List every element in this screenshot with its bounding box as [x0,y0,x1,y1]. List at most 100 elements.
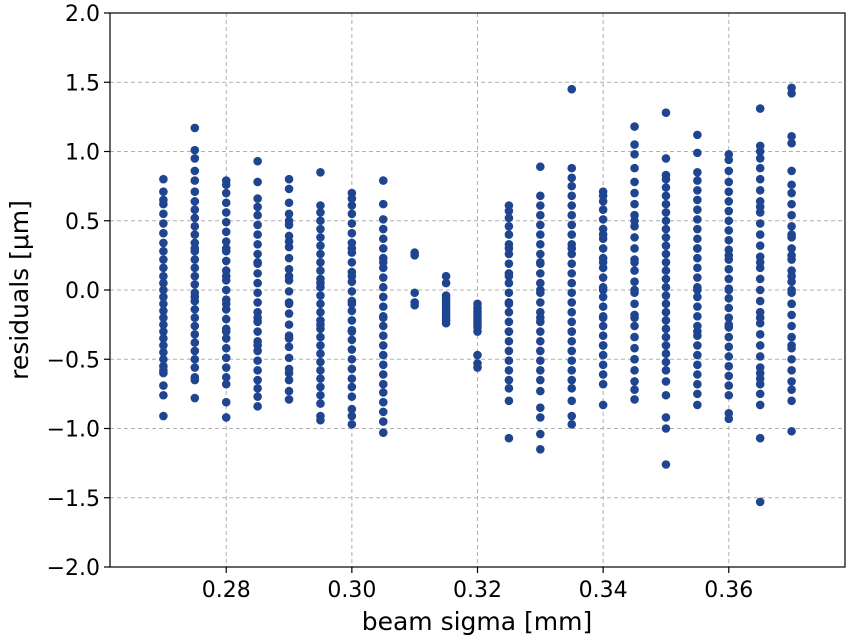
data-point [630,285,639,295]
data-point [536,444,545,454]
data-point [598,341,608,350]
data-point [787,244,796,253]
data-point [190,393,200,403]
data-point [661,241,671,250]
data-point [755,497,765,507]
data-point [284,184,294,194]
data-point [755,104,765,113]
data-point [724,216,734,226]
data-point [284,253,294,263]
data-point [504,396,514,406]
x-axis-ticks: 0.28 0.30 0.32 0.34 0.36 [202,567,753,603]
data-point [378,292,388,302]
data-point [755,163,765,173]
data-point [661,341,671,350]
data-point [755,296,765,306]
data-point [661,324,671,334]
data-point [693,215,702,224]
data-point [284,375,294,385]
data-point [316,278,325,288]
data-point [693,148,702,158]
data-point [253,341,262,350]
data-point [221,413,231,422]
data-point [316,201,325,210]
data-point [284,174,294,184]
data-point [536,201,545,210]
data-point [567,173,577,183]
data-point [724,371,734,381]
data-point [253,356,262,365]
data-point [755,379,765,389]
data-point [316,208,325,217]
data-point [567,163,577,173]
data-point [787,131,796,141]
data-point [347,306,357,316]
data-point [630,140,639,149]
data-point [630,216,639,226]
data-point [504,244,514,253]
data-point [504,221,514,231]
data-point [661,183,671,192]
data-point [347,219,357,228]
data-point [378,341,388,350]
data-point [159,246,168,256]
data-point [253,298,262,307]
data-point [630,343,639,353]
data-point [316,320,325,329]
data-point [316,249,325,259]
data-point [441,271,451,281]
data-point [253,177,262,187]
data-point [787,166,796,176]
data-point [316,366,325,375]
y-tick-label: 1.5 [65,71,100,96]
data-point [504,288,514,298]
data-point [693,400,702,410]
data-point [630,385,639,395]
data-point [159,285,168,295]
data-point [190,372,200,382]
data-point [567,288,577,298]
data-point [661,224,671,234]
data-point [253,278,262,288]
data-point [630,377,639,386]
data-point [724,414,734,424]
data-point [284,264,294,274]
data-point [284,271,294,281]
data-point [693,244,702,253]
data-point [347,194,357,203]
data-point [504,317,514,327]
data-point [630,122,639,131]
data-point [693,273,702,282]
data-point [221,237,231,246]
data-point [724,361,734,371]
data-point [378,407,388,417]
data-point [724,285,734,295]
data-point [504,375,514,385]
data-point [598,230,608,239]
data-point [536,403,545,413]
data-point [159,195,168,205]
data-point [190,213,200,223]
data-point [284,287,294,296]
data-point [693,292,702,302]
data-point [693,205,702,214]
data-point [284,237,294,246]
data-point [221,285,231,295]
data-point [755,230,765,239]
data-point [724,352,734,361]
data-point [787,188,796,198]
data-point [567,259,577,268]
data-point [787,426,796,436]
data-point [787,354,796,364]
y-tick-label: −1.0 [47,418,100,443]
data-point [159,228,168,238]
data-point [567,191,577,201]
data-point [630,163,639,173]
data-point [661,258,671,267]
data-point [284,209,294,219]
data-point [504,230,514,239]
data-point [190,166,200,176]
x-tick-label: 0.32 [453,578,502,603]
data-point [504,206,514,216]
data-point [316,307,325,317]
